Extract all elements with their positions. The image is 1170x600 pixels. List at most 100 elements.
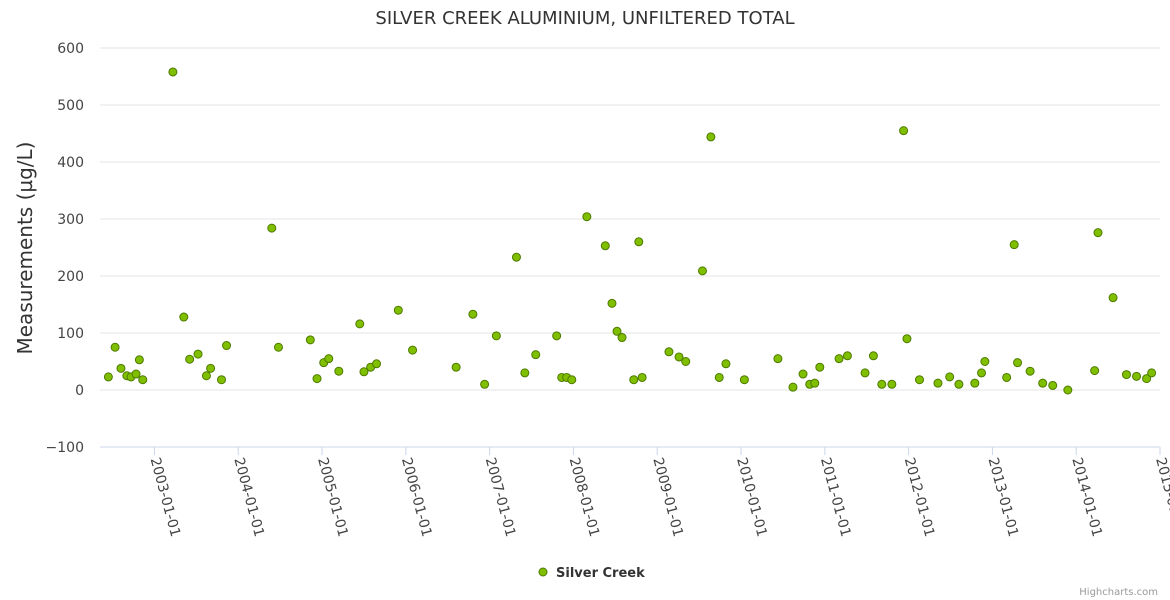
data-point[interactable] [721, 359, 731, 369]
data-point[interactable] [372, 359, 382, 369]
data-point[interactable] [887, 379, 897, 389]
data-point[interactable] [267, 223, 277, 233]
data-point[interactable] [201, 371, 211, 381]
data-point[interactable] [131, 369, 141, 379]
data-point[interactable] [860, 368, 870, 378]
data-point[interactable] [1121, 370, 1131, 380]
data-point[interactable] [468, 309, 478, 319]
data-point[interactable] [1025, 366, 1035, 376]
data-point[interactable] [629, 375, 639, 385]
data-point[interactable] [810, 378, 820, 388]
data-point[interactable] [1038, 378, 1048, 388]
data-point[interactable] [312, 374, 322, 384]
data-point[interactable] [617, 333, 627, 343]
x-tick-label: 2006-01-01 [398, 456, 435, 539]
data-point[interactable] [915, 375, 925, 385]
credits-link[interactable]: Highcharts.com [1079, 587, 1158, 598]
data-point[interactable] [217, 375, 227, 385]
data-point[interactable] [954, 379, 964, 389]
data-point[interactable] [607, 298, 617, 308]
data-point[interactable] [1002, 372, 1012, 382]
data-point[interactable] [582, 212, 592, 222]
data-point[interactable] [706, 132, 716, 142]
data-point[interactable] [899, 126, 909, 136]
data-point[interactable] [697, 266, 707, 276]
data-point[interactable] [193, 349, 203, 359]
data-point[interactable] [1009, 240, 1019, 250]
data-point[interactable] [138, 375, 148, 385]
data-point[interactable] [103, 372, 113, 382]
data-point[interactable] [179, 312, 189, 322]
x-tick-label: 2010-01-01 [733, 456, 770, 539]
data-point[interactable] [305, 335, 315, 345]
data-point[interactable] [970, 378, 980, 388]
data-point[interactable] [674, 352, 684, 362]
data-point[interactable] [451, 362, 461, 372]
data-point[interactable] [110, 342, 120, 352]
series-silver-creek[interactable] [103, 67, 1157, 395]
data-point[interactable] [1147, 368, 1157, 378]
legend-label[interactable]: Silver Creek [556, 566, 645, 581]
chart-title: SILVER CREEK ALUMINIUM, UNFILTERED TOTAL [375, 8, 794, 29]
y-tick-label: 0 [75, 383, 84, 399]
data-point[interactable] [980, 357, 990, 366]
data-point[interactable] [945, 372, 955, 382]
data-point[interactable] [842, 351, 852, 361]
data-point[interactable] [552, 331, 562, 341]
data-point[interactable] [334, 366, 344, 376]
data-point[interactable] [567, 375, 577, 385]
x-tick-label: 2013-01-01 [985, 456, 1022, 539]
data-point[interactable] [773, 354, 783, 364]
data-point[interactable] [520, 368, 530, 378]
data-point[interactable] [206, 363, 216, 373]
data-point[interactable] [868, 351, 878, 361]
data-point[interactable] [134, 355, 144, 365]
data-point[interactable] [511, 252, 521, 262]
y-axis-label: Measurements (µg/L) [13, 142, 37, 355]
data-point[interactable] [798, 369, 808, 379]
data-point[interactable] [714, 372, 724, 382]
data-point[interactable] [834, 354, 844, 364]
data-point[interactable] [600, 241, 610, 251]
data-point[interactable] [491, 331, 501, 341]
x-tick-label: 2007-01-01 [482, 456, 519, 539]
data-point[interactable] [739, 375, 749, 385]
data-point[interactable] [1013, 358, 1023, 368]
data-point[interactable] [637, 372, 647, 382]
data-point[interactable] [273, 342, 283, 352]
data-point[interactable] [933, 378, 943, 388]
y-tick-label: 400 [57, 155, 84, 171]
data-point[interactable] [480, 379, 490, 389]
data-point[interactable] [681, 357, 691, 366]
data-point[interactable] [1063, 385, 1073, 395]
data-point[interactable] [1108, 293, 1118, 303]
data-point[interactable] [634, 237, 644, 247]
x-tick-label: 2015-01-01 [1152, 456, 1170, 539]
data-point[interactable] [185, 354, 195, 364]
data-point[interactable] [877, 379, 887, 389]
data-point[interactable] [815, 362, 825, 372]
data-point[interactable] [355, 319, 365, 329]
data-point[interactable] [408, 345, 418, 355]
data-point[interactable] [393, 305, 403, 315]
data-point[interactable] [1142, 374, 1152, 384]
data-point[interactable] [1093, 228, 1103, 238]
x-tick-label: 2008-01-01 [566, 456, 603, 539]
data-point[interactable] [1090, 366, 1100, 376]
data-point[interactable] [116, 363, 126, 373]
data-point[interactable] [359, 367, 369, 377]
data-point[interactable] [324, 354, 334, 364]
data-point[interactable] [531, 350, 541, 360]
data-point[interactable] [788, 382, 798, 392]
legend[interactable]: Silver Creek [538, 566, 645, 581]
data-point[interactable] [664, 347, 674, 357]
data-point[interactable] [902, 334, 912, 344]
data-point[interactable] [222, 341, 232, 351]
data-point[interactable] [1132, 371, 1142, 381]
data-point[interactable] [1048, 380, 1058, 390]
data-point[interactable] [168, 67, 178, 77]
data-point[interactable] [977, 368, 987, 378]
data-point[interactable] [612, 326, 622, 336]
y-tick-label: −100 [46, 440, 84, 456]
